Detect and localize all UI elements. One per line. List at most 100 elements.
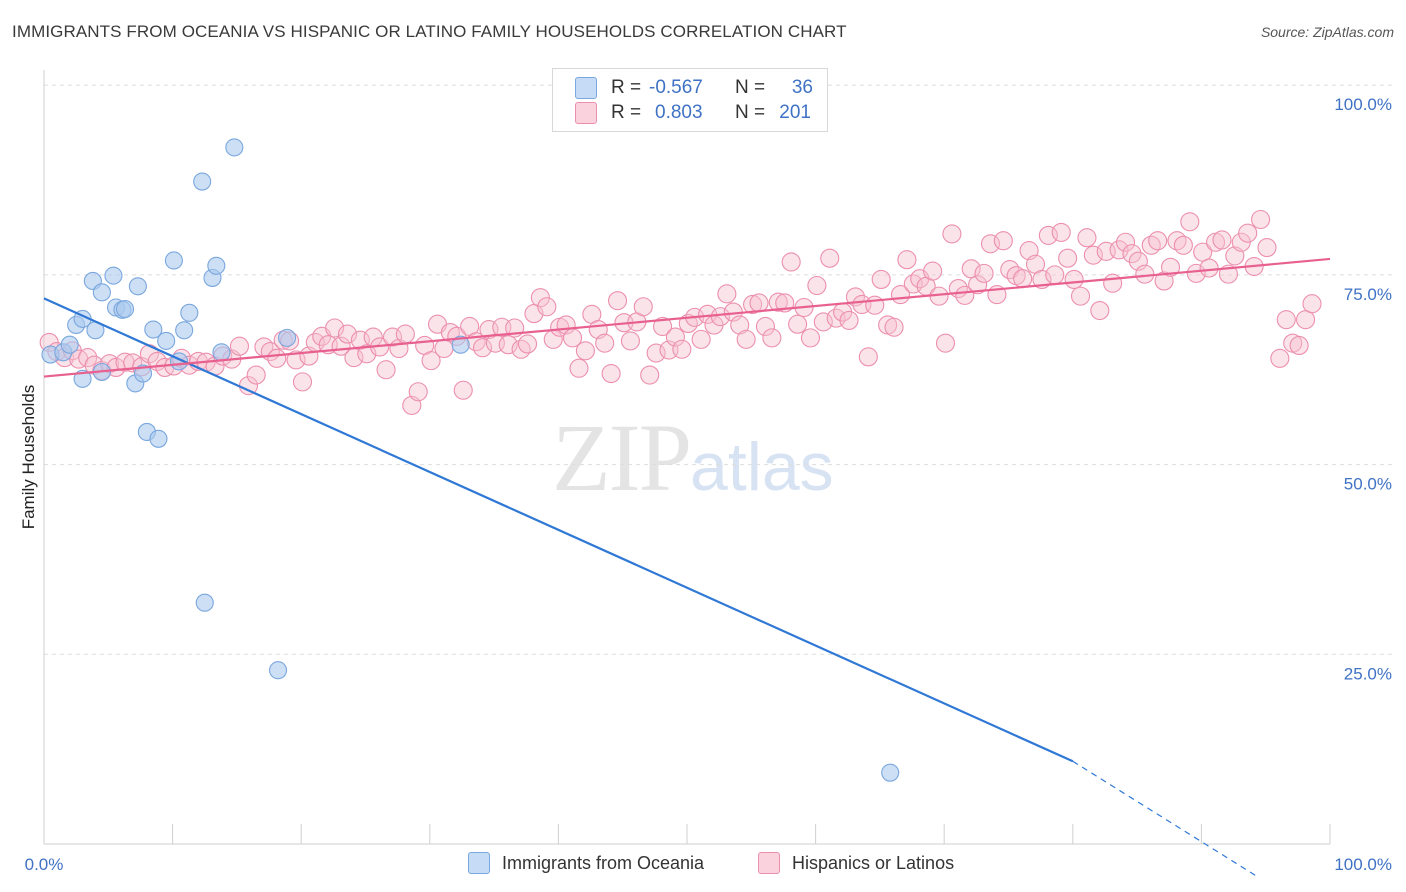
y-tick-label: 75.0% [1344,285,1392,304]
watermark-atlas: atlas [690,429,834,505]
legend-r-label: R = [611,102,642,123]
data-point-hispanic [1090,300,1110,321]
data-point-hispanic [472,338,493,358]
data-point-hispanic [993,231,1013,251]
data-point-hispanic [595,333,615,353]
data-point-hispanic [897,250,917,270]
data-point-oceania [193,172,212,191]
data-point-hispanic [1058,248,1078,268]
data-point-hispanic [755,316,775,337]
legend-swatch-oceania [575,77,597,99]
data-point-hispanic [1173,235,1193,255]
data-point-hispanic [691,329,711,349]
data-point-oceania [881,763,900,782]
data-point-oceania [128,277,147,296]
data-point-oceania [195,593,214,612]
data-point-hispanic [665,327,685,347]
data-point-hispanic [1045,265,1065,285]
data-point-hispanic [246,365,266,385]
data-point-oceania [115,299,135,319]
data-point-oceania [60,335,79,354]
data-point-hispanic [569,358,589,378]
trend-line-oceania [43,297,1074,763]
data-point-oceania [212,343,231,362]
data-point-hispanic [1180,212,1200,232]
data-point-hispanic [968,275,988,295]
data-point-hispanic [1238,223,1258,243]
data-point-hispanic [376,360,396,380]
data-point-hispanic [974,263,994,283]
legend-swatch-hispanic [575,102,597,124]
data-point-hispanic [421,351,441,371]
tick-labels: 25.0% 50.0% 75.0% 100.0% 0.0% 100.0% [25,95,1392,874]
data-point-hispanic [575,341,595,361]
data-point-hispanic [1109,240,1129,260]
legend-r-value: -0.567 [649,77,703,98]
data-point-hispanic [292,372,313,392]
data-point-hispanic [1160,257,1181,277]
data-point-hispanic [743,294,763,315]
data-point-hispanic [1302,294,1322,314]
data-point-hispanic [1103,273,1123,293]
data-point-oceania [73,369,92,388]
data-point-hispanic [1296,310,1316,330]
data-point-hispanic [517,334,538,354]
y-tick-label: 100.0% [1334,95,1392,114]
data-point-oceania [225,138,244,157]
data-point-hispanic [935,333,956,353]
correlation-legend: R = -0.567 N = 36 R = 0.803 N = 201 [552,68,828,132]
data-point-hispanic [511,339,531,359]
bottom-legend-label-oceania: Immigrants from Oceania [502,852,705,873]
data-point-oceania [175,321,194,340]
legend-n-value: 36 [791,77,813,98]
data-point-hispanic [1135,264,1155,284]
data-point-hispanic [537,297,557,317]
data-point-hispanic [884,317,904,337]
legend-n-label: N = [735,102,766,123]
data-point-hispanic [1186,263,1206,283]
legend-n-value: 201 [779,102,811,123]
oceania-points [41,138,900,782]
data-point-hispanic [1199,258,1219,278]
data-point-oceania [278,328,297,347]
data-point-hispanic [942,224,962,244]
data-point-hispanic [78,348,98,368]
grid-lines [44,84,1392,655]
chart-title: IMMIGRANTS FROM OCEANIA VS HISPANIC OR L… [12,22,847,41]
data-point-hispanic [633,297,653,317]
data-point-hispanic [858,347,878,367]
data-point-hispanic [1070,286,1091,306]
trend-line-oceania-extension [1072,760,1259,878]
data-point-hispanic [1251,209,1271,230]
data-point-hispanic [498,335,518,355]
data-point-hispanic [800,328,821,348]
data-point-hispanic [813,312,833,332]
data-point-hispanic [768,292,788,312]
bottom-legend-label-hispanic: Hispanics or Latinos [792,852,955,873]
data-point-oceania [104,266,123,285]
data-point-hispanic [807,275,827,296]
legend-row-hispanic: R = 0.803 N = 201 [575,101,811,125]
data-point-hispanic [601,363,621,384]
watermark: ZIPatlas [552,402,834,513]
data-point-hispanic [736,329,756,349]
data-point-hispanic [1051,222,1071,242]
y-tick-label: 25.0% [1344,664,1392,683]
data-point-hispanic [717,284,737,304]
data-point-hispanic [408,382,428,402]
data-point-hispanic [1013,269,1033,289]
data-point-hispanic [923,261,943,281]
data-point-hispanic [1212,230,1232,250]
data-point-hispanic [267,348,287,368]
data-point-oceania [269,661,288,680]
data-point-hispanic [820,248,840,268]
data-point-hispanic [749,293,769,313]
data-point-hispanic [781,252,801,272]
data-point-hispanic [871,269,891,289]
data-point-oceania [149,429,168,448]
data-point-hispanic [608,291,628,311]
data-point-hispanic [788,314,808,334]
data-point-oceania [157,331,176,350]
legend-n-label: N = [735,77,766,98]
